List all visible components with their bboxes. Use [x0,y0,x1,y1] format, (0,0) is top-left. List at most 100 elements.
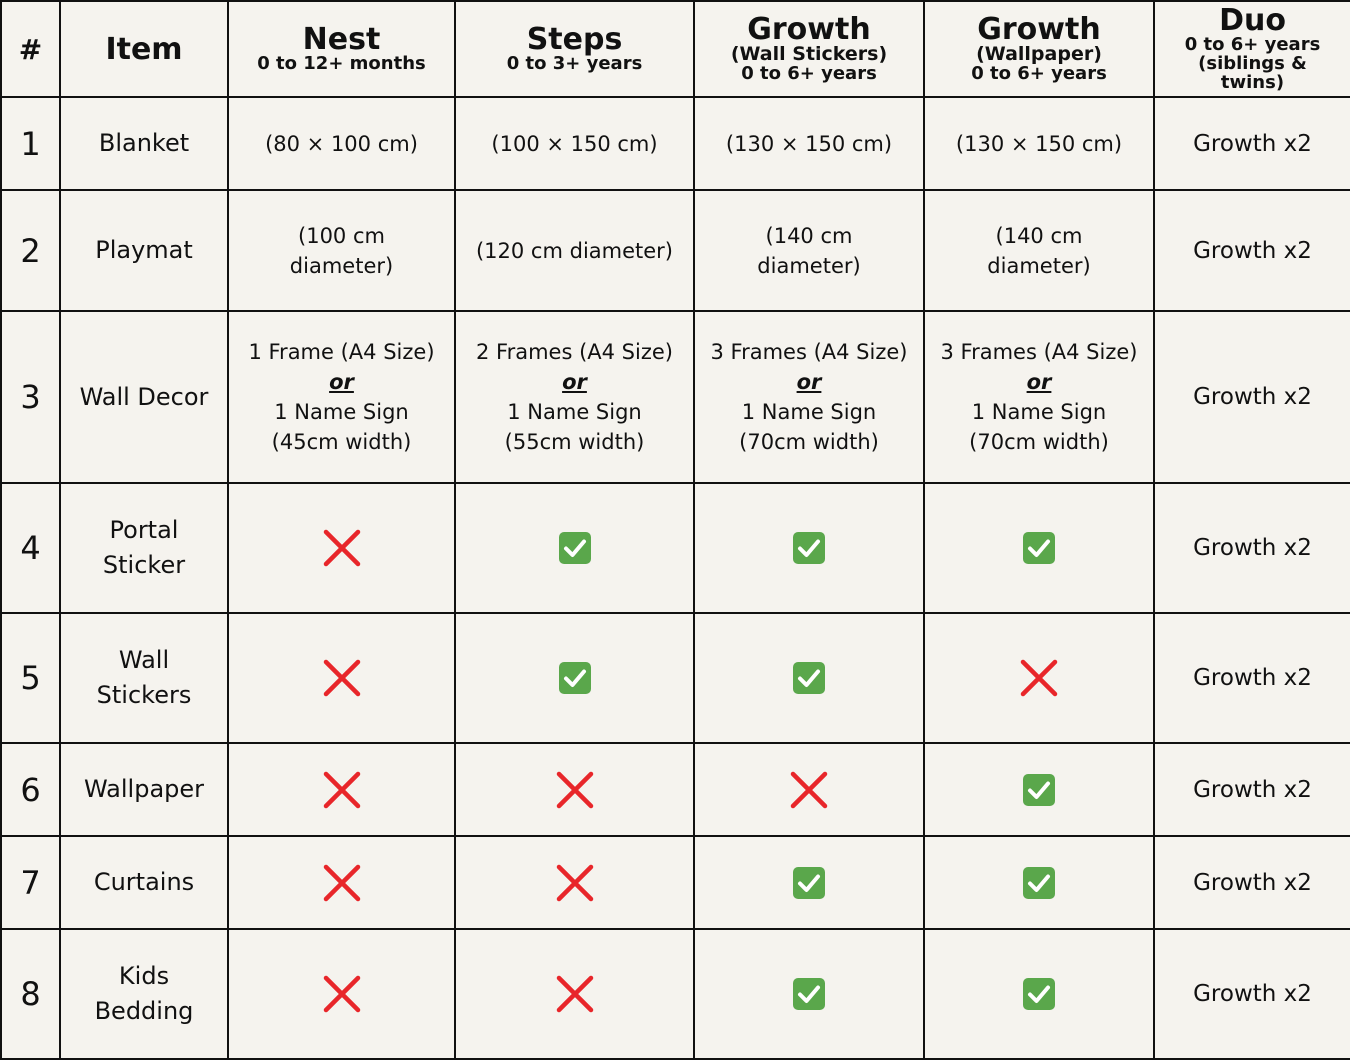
decor-option-name-sign: 1 Name Sign [507,400,642,424]
row-number: 7 [0,835,61,930]
row-item: Wall Decor [59,310,229,484]
cell-value: (120 cm diameter) [475,238,674,263]
cell-value: (140 cm diameter) [987,223,1091,278]
table-header: # Item Nest 0 to 12+ months Steps 0 to 3… [0,0,1350,98]
row-number-text: 5 [20,659,41,697]
cross-icon [322,863,362,903]
cell-duo: Growth x2 [1153,482,1350,614]
cell-steps [454,835,695,930]
cell-growth-wallpaper [923,482,1155,614]
header-plan-growth-wall-stickers: Growth (Wall Stickers) 0 to 6+ years [693,0,925,98]
decor-option-width: (70cm width) [969,430,1109,454]
cell-growth-wall-stickers [693,835,925,930]
row-number: 8 [0,928,61,1060]
item-name: Wall Decor [79,382,209,411]
row-item: Curtains [59,835,229,930]
table-row: 4 Portal Sticker Growth x2 [0,482,1350,614]
cell-nest [227,742,456,837]
cell-value: (100 cm diameter) [289,223,394,278]
cell-growth-wall-stickers [693,612,925,744]
item-name: Kids Bedding [94,962,194,1025]
plan-variant: (Wallpaper) [976,42,1102,65]
check-icon [1023,978,1055,1010]
cell-growth-wallpaper [923,612,1155,744]
cross-icon [555,974,595,1014]
cell-nest [227,612,456,744]
decor-or: or [329,370,354,394]
decor-option-frames: 3 Frames (A4 Size) [940,340,1138,364]
item-name: Playmat [95,236,193,264]
plan-title: Growth [747,11,871,47]
check-icon [558,662,591,694]
cross-icon [322,770,362,810]
cell-value: Growth x2 [1193,384,1312,410]
cell-nest [227,928,456,1060]
cell-value: (100 × 150 cm) [491,131,658,156]
cell-growth-wall-stickers [693,928,925,1060]
plan-age: 0 to 6+ years [971,62,1107,84]
cell-value: Growth x2 [1193,776,1312,803]
row-item: Wall Stickers [59,612,229,744]
row-item: Playmat [59,189,229,312]
decor-or: or [796,370,822,394]
cell-steps: 2 Frames (A4 Size) or 1 Name Sign (55cm wid… [454,310,695,484]
cell-value: (130 × 150 cm) [725,131,893,156]
table-row: 2 Playmat (100 cm diameter) (120 cm diamete… [0,189,1350,312]
cross-icon [789,770,829,810]
wall-decor-options: 3 Frames (A4 Size) or 1 Name Sign (70cm wid… [941,337,1138,457]
header-plan-steps: Steps 0 to 3+ years [454,0,695,98]
plan-age: 0 to 6+ years (siblings & twins) [1184,33,1321,93]
plan-title: Growth [977,11,1101,47]
cell-value: Growth x2 [1193,130,1312,157]
table-row: 8 Kids Bedding Growth x2 [0,928,1350,1060]
cell-duo: Growth x2 [1153,310,1350,484]
header-item-text: Item [105,31,183,67]
header-plan-duo: Duo 0 to 6+ years (siblings & twins) [1153,0,1350,98]
cell-growth-wallpaper: (140 cm diameter) [923,189,1155,312]
cell-steps [454,928,695,1060]
check-icon [793,532,825,564]
cell-value: Growth x2 [1193,869,1312,896]
header-hash: # [0,0,61,98]
cross-icon [555,863,595,903]
decor-option-frames: 1 Frame (A4 Size) [248,340,435,364]
plan-age: 0 to 6+ years [741,62,877,84]
cell-growth-wallpaper [923,928,1155,1060]
cell-steps [454,482,695,614]
row-number-text: 3 [20,378,41,416]
row-number-text: 1 [20,124,41,163]
check-icon [793,978,825,1010]
cross-icon [322,658,362,698]
row-item: Portal Sticker [59,482,229,614]
row-number: 6 [0,742,61,837]
item-name: Blanket [98,129,190,157]
cell-nest: (100 cm diameter) [227,189,456,312]
cell-duo: Growth x2 [1153,612,1350,744]
cell-growth-wall-stickers [693,482,925,614]
row-number: 5 [0,612,61,744]
wall-decor-options: 1 Frame (A4 Size) or 1 Name Sign (45cm widt… [248,337,434,457]
cell-steps: (100 × 150 cm) [454,96,695,191]
decor-option-width: (45cm width) [271,430,412,454]
row-number-text: 2 [20,231,41,270]
plan-variant: (Wall Stickers) [730,42,888,65]
cross-icon [555,770,595,810]
row-number: 2 [0,189,61,312]
cell-duo: Growth x2 [1153,928,1350,1060]
check-icon [793,866,825,899]
plan-age: 0 to 12+ months [257,52,426,74]
plan-age: 0 to 3+ years [506,52,643,74]
table-row: 7 Curtains Growth x2 [0,835,1350,930]
decor-option-name-sign: 1 Name Sign [741,400,877,424]
wall-decor-options: 3 Frames (A4 Size) or 1 Name Sign (70cm wid… [711,337,908,457]
cell-nest: (80 × 100 cm) [227,96,456,191]
cell-growth-wall-stickers: 3 Frames (A4 Size) or 1 Name Sign (70cm wid… [693,310,925,484]
cell-steps: (120 cm diameter) [454,189,695,312]
decor-option-frames: 3 Frames (A4 Size) [710,340,908,364]
cell-nest [227,835,456,930]
cell-steps [454,742,695,837]
row-item: Kids Bedding [59,928,229,1060]
item-name: Wallpaper [83,775,205,803]
table-row: 6 Wallpaper Growth x2 [0,742,1350,837]
cell-value: (140 cm diameter) [757,223,861,278]
